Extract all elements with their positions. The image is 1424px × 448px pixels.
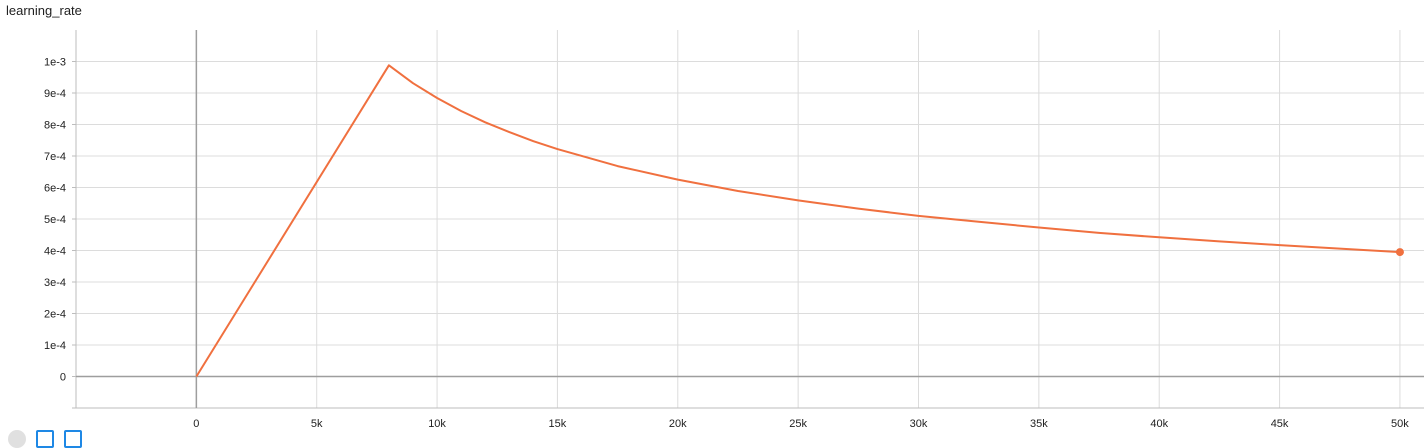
data-selection-icon[interactable] — [36, 430, 54, 448]
axes — [75, 30, 1424, 409]
y-tick-label: 7e-4 — [44, 151, 66, 163]
x-tick-label: 30k — [910, 418, 928, 430]
series-group — [195, 64, 1404, 378]
chart-title: learning_rate — [6, 3, 82, 18]
x-tick-label: 15k — [549, 418, 567, 430]
series-endpoint — [1395, 248, 1404, 257]
y-tick-label: 5e-4 — [44, 214, 66, 226]
y-tick-label: 6e-4 — [44, 183, 66, 195]
y-tick-label: 4e-4 — [44, 246, 66, 258]
grid — [72, 30, 1424, 409]
x-tick-label: 40k — [1150, 418, 1168, 430]
y-tick-label: 8e-4 — [44, 120, 66, 132]
x-tick-label: 25k — [789, 418, 807, 430]
x-tick-label: 0 — [193, 418, 199, 430]
series-line — [195, 64, 1400, 378]
y-tick-label: 0 — [60, 372, 66, 384]
x-tick-label: 45k — [1271, 418, 1289, 430]
fit-domain-icon[interactable] — [64, 430, 82, 448]
y-tick-label: 3e-4 — [44, 277, 66, 289]
y-tick-label: 2e-4 — [44, 309, 66, 321]
x-tick-label: 10k — [428, 418, 446, 430]
y-tick-label: 9e-4 — [44, 88, 66, 100]
expand-icon[interactable] — [8, 430, 26, 448]
x-tick-label: 50k — [1391, 418, 1409, 430]
x-tick-labels: 0 5k 10k 15k 20k 25k 30k 35k 40k 45k 50k — [193, 418, 1409, 430]
x-tick-label: 35k — [1030, 418, 1048, 430]
x-tick-label: 20k — [669, 418, 687, 430]
chart-controls — [8, 430, 82, 448]
y-tick-label: 1e-4 — [44, 340, 66, 352]
y-tick-labels: 0 1e-4 2e-4 3e-4 4e-4 5e-4 6e-4 7e-4 8e-4 9e-4 1e-… — [44, 57, 66, 384]
x-tick-label: 5k — [311, 418, 323, 430]
y-tick-label: 1e-3 — [44, 57, 66, 69]
